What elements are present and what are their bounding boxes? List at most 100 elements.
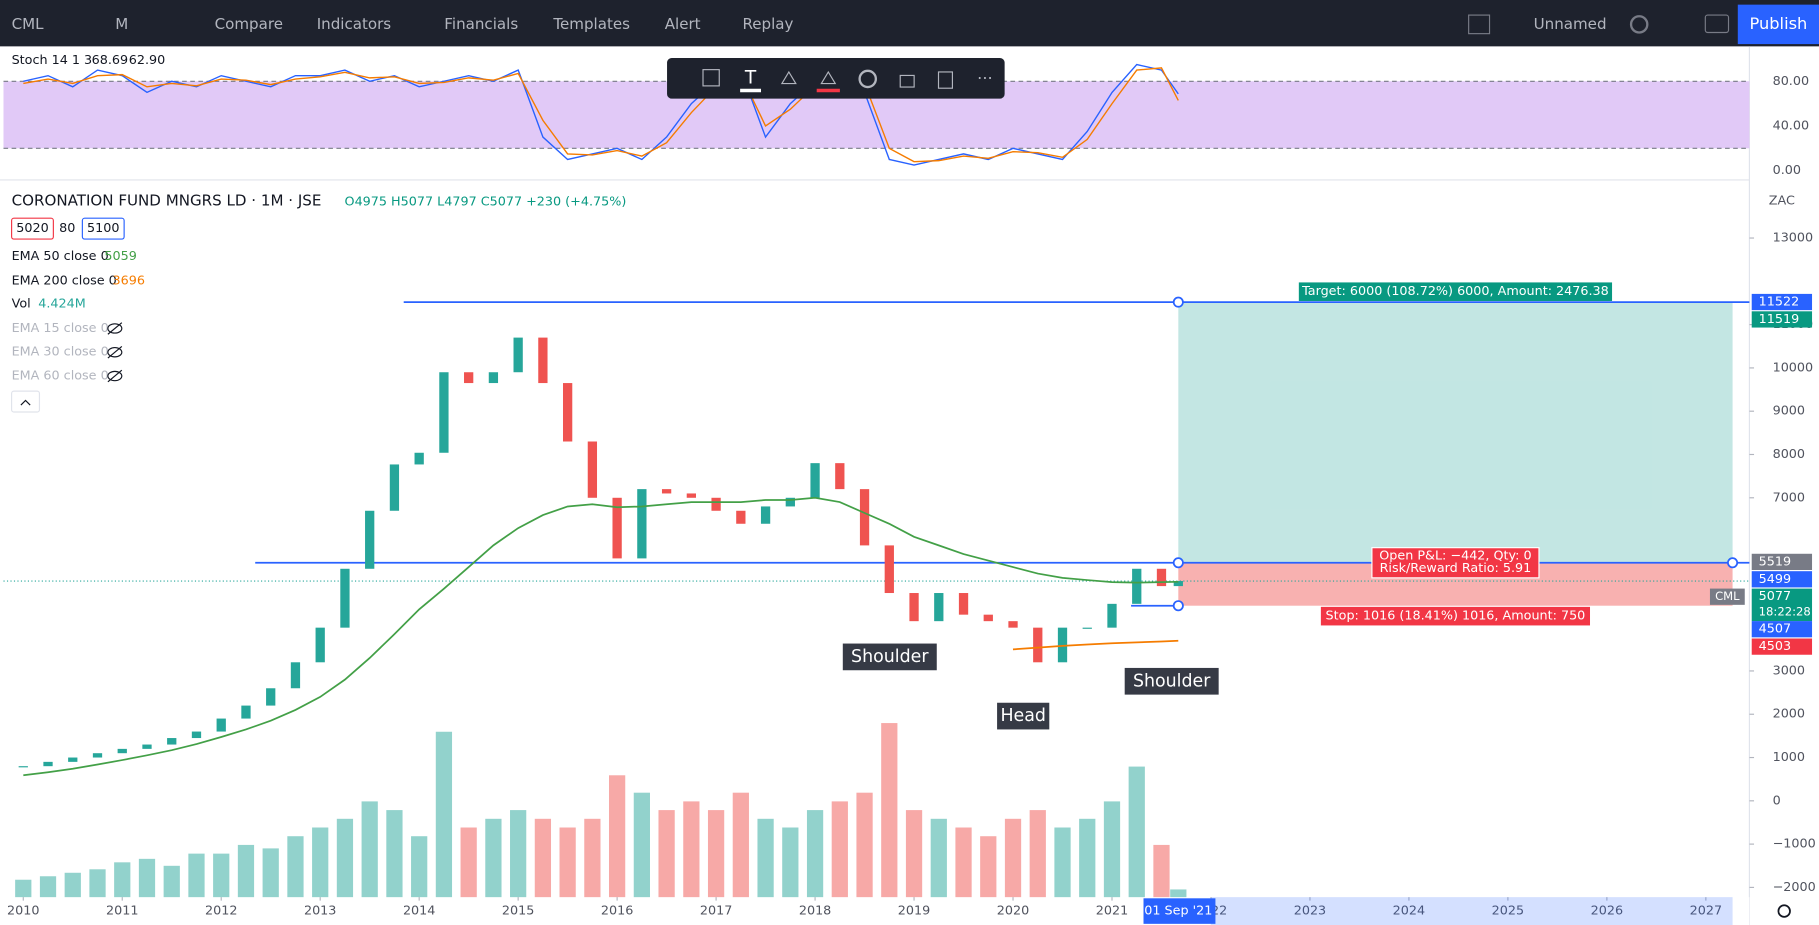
toolbar-items: Compare Indicators Financials Templates Aler… (215, 15, 794, 33)
volume-bar (213, 853, 230, 898)
symbol[interactable]: CML (12, 15, 45, 33)
top-toolbar (0, 0, 1819, 47)
price-label: 5519 (1759, 554, 1791, 569)
pnl-box (1371, 547, 1540, 579)
toolbar-item[interactable]: Financials (444, 15, 518, 33)
x-tick-label: 2010 (7, 904, 39, 919)
candle (958, 593, 969, 615)
volume-bar (510, 810, 527, 898)
x-tick-label: 2023 (1294, 904, 1326, 919)
hidden-icon[interactable] (107, 347, 123, 358)
volume-bar (1170, 889, 1187, 898)
volume-bar (633, 792, 650, 898)
x-tick-label: 2027 (1690, 904, 1722, 919)
indicator-name: EMA 50 close 0 (12, 249, 109, 264)
volume-name: Vol (12, 297, 31, 312)
volume-bar (39, 876, 57, 898)
candle (1173, 581, 1183, 587)
volume-bar (262, 848, 279, 898)
stop-label: Stop: 1016 (18.41%) 1016, Amount: 750 (1326, 609, 1586, 624)
drawing-toolbar-bg (667, 58, 1005, 99)
volume-bar (114, 862, 131, 898)
drag-handle[interactable] (1727, 557, 1739, 569)
volume-bar (361, 801, 378, 898)
candle (1057, 627, 1068, 663)
x-tick-label: 2014 (403, 904, 435, 919)
publish-button[interactable] (1737, 4, 1819, 45)
border-icon[interactable] (820, 70, 837, 85)
y-tick-label: 2000 (1773, 707, 1805, 722)
spread: 80 (59, 221, 75, 236)
drag-handle[interactable] (1172, 296, 1184, 308)
stoch-name: Stoch 14 1 3 (12, 53, 93, 68)
ask-box[interactable] (81, 217, 125, 240)
toolbar-item[interactable]: Alert (665, 15, 701, 33)
lock-icon[interactable] (899, 74, 915, 88)
bid[interactable]: 5020 (16, 221, 48, 236)
hidden-icon-slash (107, 345, 123, 359)
candle (562, 383, 573, 442)
candle (736, 510, 746, 524)
volume-bar (806, 810, 824, 898)
fill-icon[interactable] (780, 70, 797, 85)
volume-bar (1103, 801, 1121, 898)
toolbar-item[interactable]: Replay (742, 15, 793, 33)
candle (18, 766, 28, 768)
ask[interactable]: 5100 (87, 221, 119, 236)
publish-label[interactable]: Publish (1749, 14, 1807, 33)
drag-handle[interactable] (1172, 557, 1184, 569)
candle (661, 489, 672, 494)
layout-icon[interactable] (1468, 14, 1491, 35)
x-tick-label: 2017 (700, 904, 732, 919)
y-tick-label: 13000 (1773, 231, 1814, 246)
x-tick-label: 2024 (1393, 904, 1425, 919)
candle (934, 593, 944, 622)
hidden-icon[interactable] (107, 370, 123, 382)
price-label: 4507 (1759, 622, 1791, 637)
price-label: 4503 (1759, 639, 1791, 654)
candle (884, 545, 894, 594)
volume-bar (237, 844, 255, 898)
stoch-d-value: 62.90 (129, 53, 166, 68)
layout-name[interactable]: Unnamed (1534, 15, 1607, 33)
candle (538, 337, 548, 384)
annotation-bg (1123, 666, 1220, 696)
candle (92, 753, 103, 758)
settings-icon[interactable] (858, 69, 878, 89)
candle (760, 506, 771, 524)
axis-settings-icon[interactable] (1777, 904, 1791, 918)
volume-bar (411, 836, 428, 898)
chart-area (0, 46, 1819, 925)
candle (1033, 627, 1043, 663)
volume-bar (15, 879, 32, 898)
hidden-icon[interactable] (107, 323, 123, 334)
snapshot-icon[interactable] (1704, 14, 1730, 34)
template-icon[interactable] (702, 69, 720, 87)
more-icon[interactable]: ··· (977, 68, 992, 87)
volume-bar (138, 858, 156, 898)
candle (612, 497, 622, 559)
toolbar-item[interactable]: Compare (215, 15, 283, 33)
toolbar-item[interactable]: Indicators (317, 15, 392, 33)
volume-bar (485, 818, 502, 898)
indicator-value: 3696 (113, 273, 145, 288)
candle (1156, 568, 1167, 587)
price-label-bg (1751, 621, 1813, 638)
interval[interactable]: M (115, 15, 128, 33)
drag-handle[interactable] (1172, 600, 1184, 612)
delete-icon[interactable] (937, 71, 954, 89)
settings-icon[interactable] (1629, 15, 1649, 34)
candle (488, 372, 499, 384)
bid-box[interactable] (11, 217, 54, 240)
hidden-icon-slash (107, 322, 123, 335)
text-icon[interactable]: T (744, 67, 757, 88)
candle (365, 510, 375, 569)
volume-bar (89, 869, 106, 898)
stoch-tick-label: 40.00 (1773, 118, 1810, 133)
candle (340, 568, 350, 628)
collapse-button[interactable] (11, 390, 41, 413)
candle (464, 372, 474, 384)
date-label: 01 Sep '21 (1144, 904, 1212, 919)
toolbar-item[interactable]: Templates (552, 15, 630, 33)
price-label-bg (1751, 311, 1813, 328)
